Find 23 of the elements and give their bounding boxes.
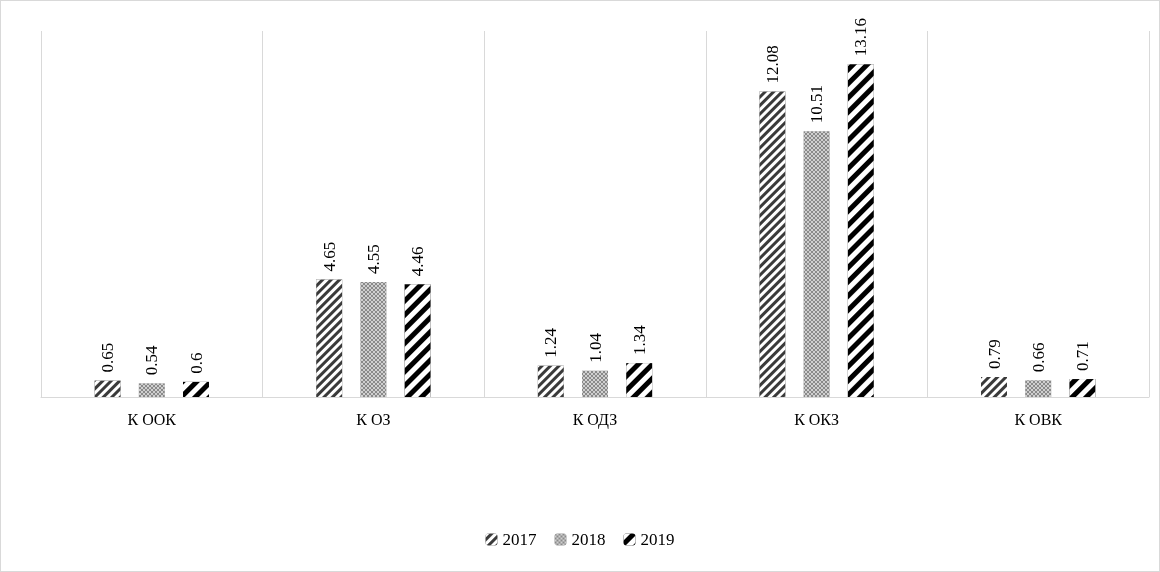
data-label: 0.6 [186,352,206,374]
data-label: 1.34 [629,324,649,356]
data-label: 10.51 [807,85,827,124]
legend-label: 2019 [640,530,675,549]
data-label: 0.65 [98,342,118,373]
data-label: 1.04 [585,332,605,363]
data-label: 0.79 [984,339,1004,370]
legend-label: 2017 [502,530,537,549]
x-tick-label: К ОКЗ [794,410,840,428]
data-label: 13.16 [851,18,871,57]
x-tick-label: К ООК [127,410,177,428]
data-label: 4.55 [363,244,383,274]
data-label: 0.54 [142,345,162,376]
data-label: 0.71 [1072,341,1092,372]
x-tick-label: К ОДЗ [572,410,618,429]
data-label: 1.24 [541,327,561,358]
data-label: 0.66 [1028,342,1048,373]
x-tick-label: К ОЗ [356,410,391,428]
data-label: 4.46 [408,246,428,277]
data-label: 4.65 [319,241,339,272]
legend-label: 2018 [571,530,606,549]
data-label: 12.08 [762,45,782,84]
x-tick-label: К ОВК [1014,410,1063,428]
